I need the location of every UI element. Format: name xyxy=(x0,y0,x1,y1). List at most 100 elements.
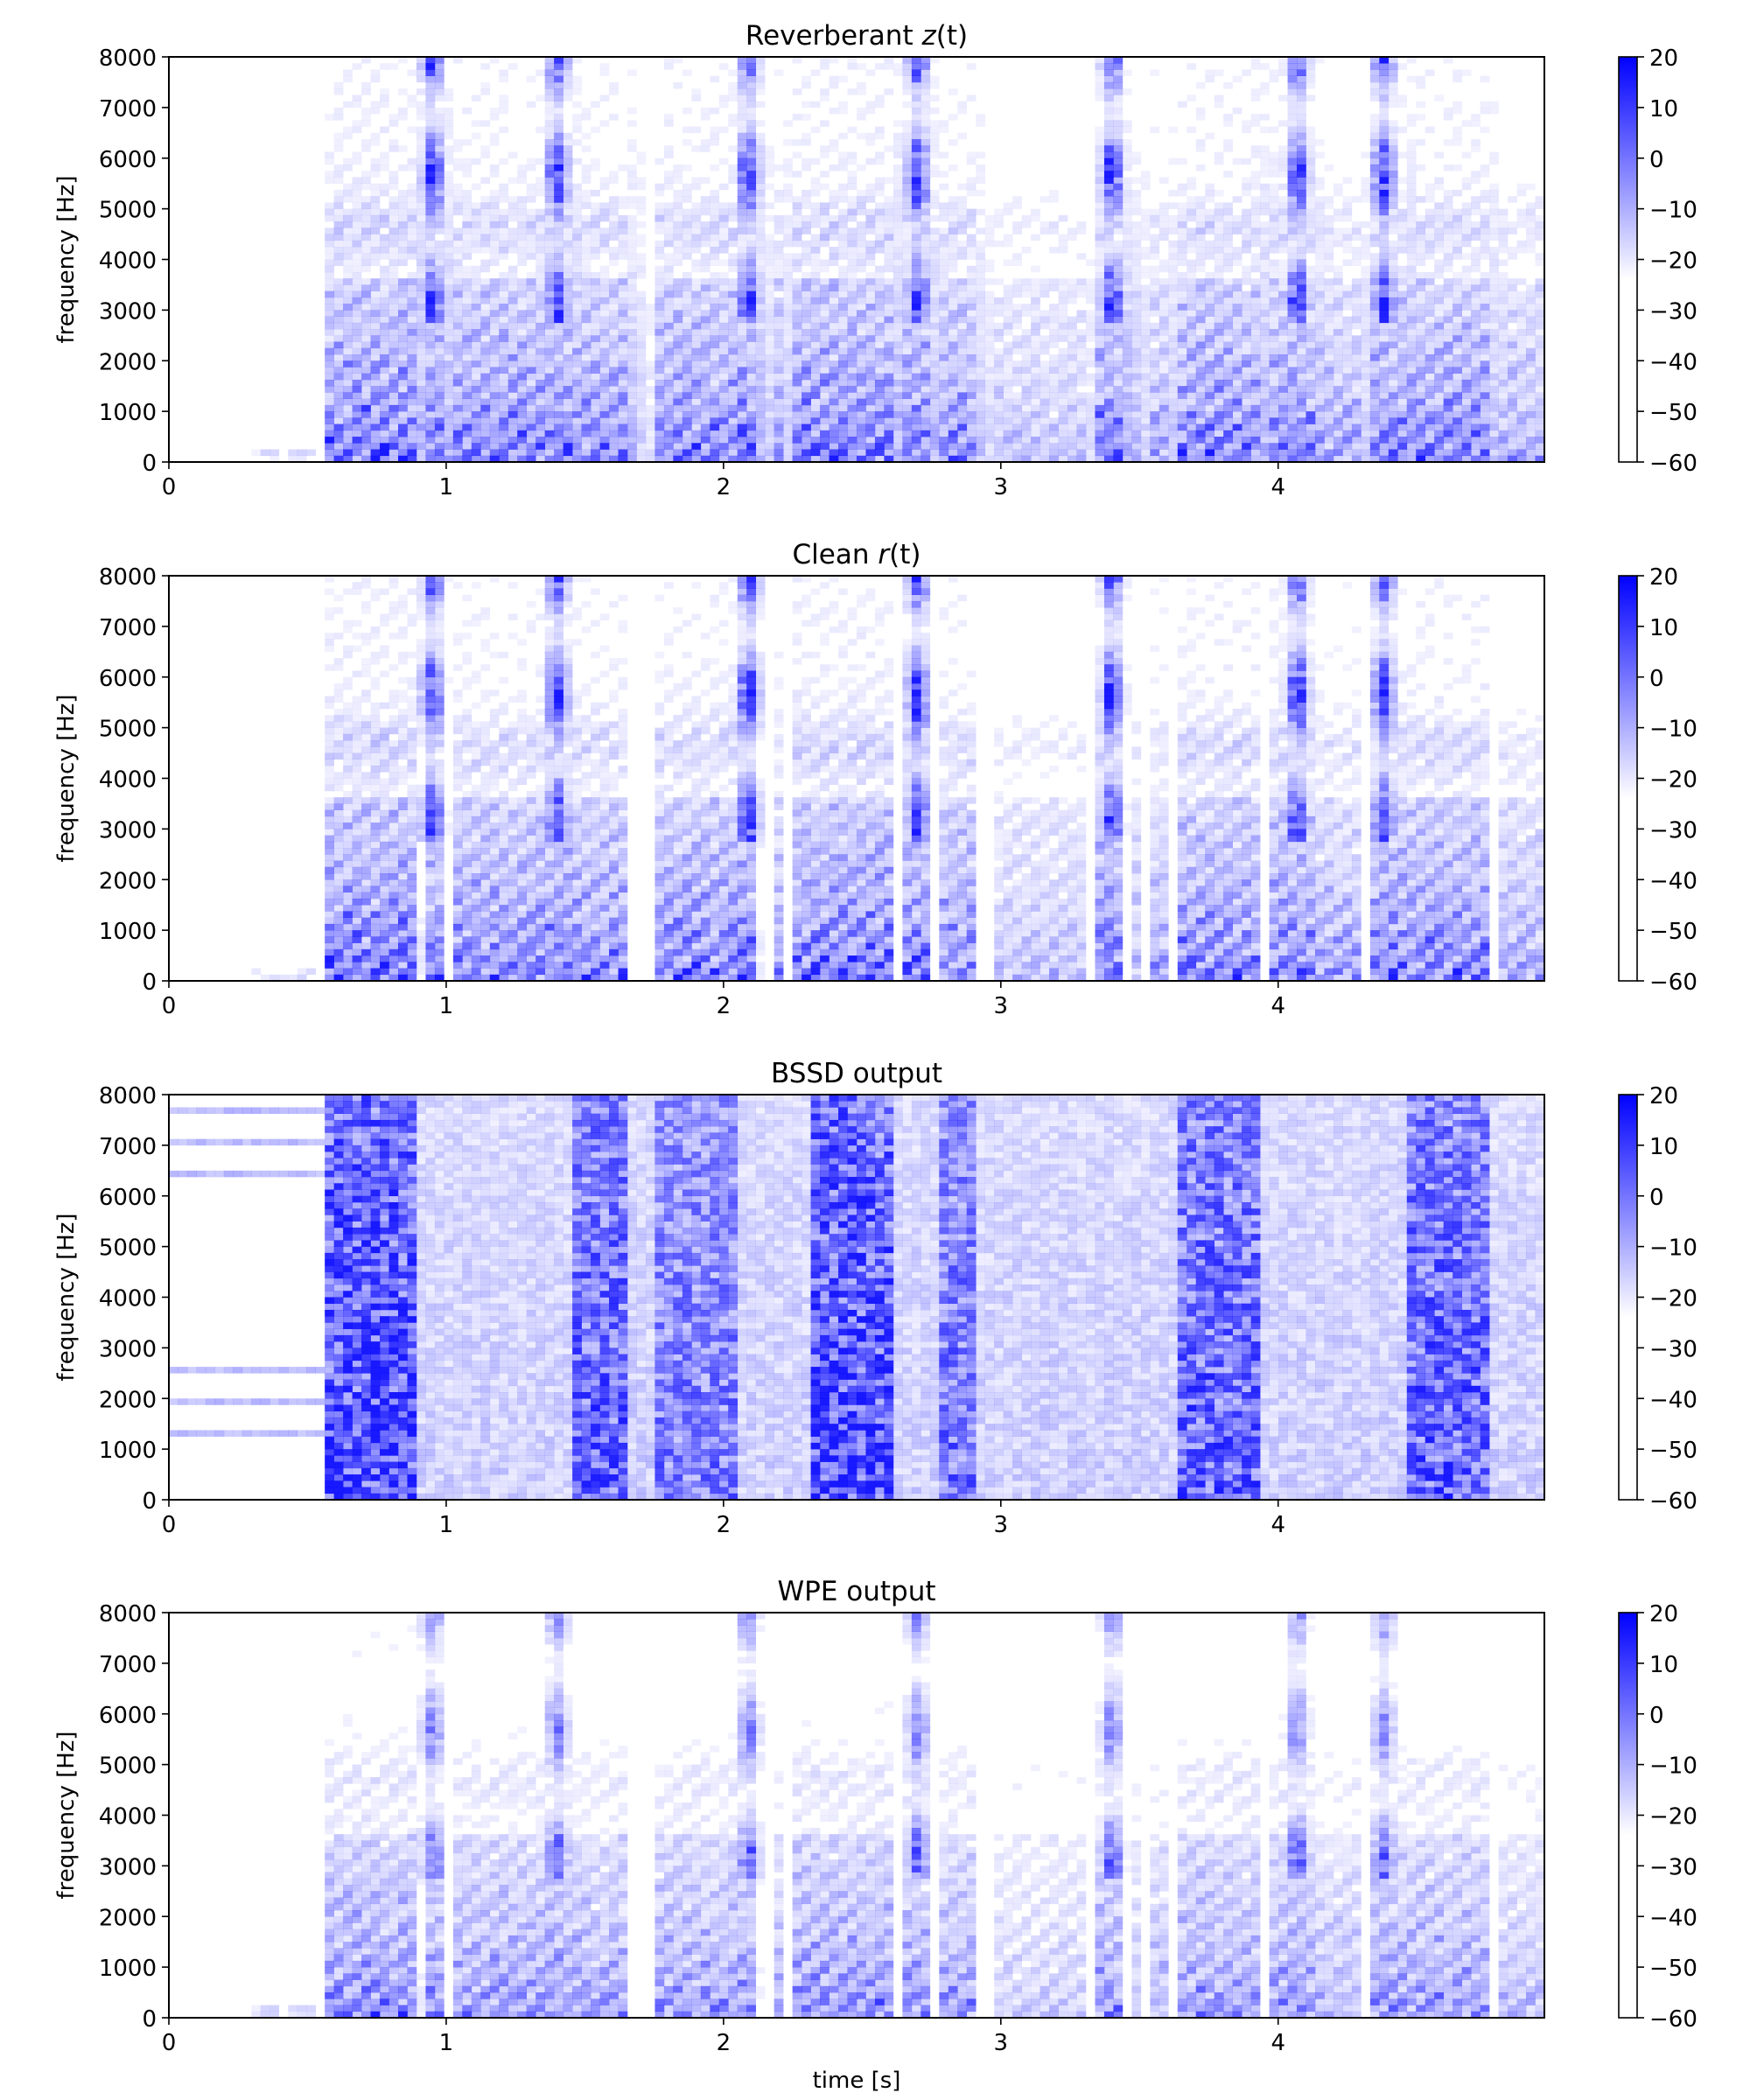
spectrogram-cell xyxy=(1095,164,1104,172)
spectrogram-cell xyxy=(756,348,766,355)
spectrogram-cell xyxy=(325,430,334,438)
spectrogram-cell xyxy=(398,380,408,387)
spectrogram-cell xyxy=(517,323,527,330)
spectrogram-cell xyxy=(646,386,655,393)
spectrogram-cell xyxy=(701,348,710,355)
spectrogram-cell xyxy=(746,102,756,108)
spectrogram-cell xyxy=(472,405,481,412)
spectrogram-cell xyxy=(802,241,811,248)
spectrogram-cell xyxy=(325,386,334,393)
spectrogram-cell xyxy=(1095,57,1104,64)
spectrogram-cell xyxy=(893,405,903,412)
spectrogram-cell xyxy=(453,450,463,457)
spectrogram-cell xyxy=(985,354,995,361)
spectrogram-cell xyxy=(967,367,976,374)
spectrogram-cell xyxy=(857,291,866,298)
spectrogram-cell xyxy=(1150,430,1159,438)
spectrogram-cell xyxy=(830,284,839,291)
spectrogram-cell xyxy=(499,367,508,374)
spectrogram-cell xyxy=(719,247,729,254)
spectrogram-cell xyxy=(416,354,426,361)
spectrogram-cell xyxy=(1141,234,1151,242)
spectrogram-cell xyxy=(444,342,453,349)
spectrogram-cell xyxy=(1104,291,1114,298)
spectrogram-cell xyxy=(930,405,940,412)
spectrogram-cell xyxy=(564,367,573,374)
spectrogram-cell xyxy=(636,158,646,165)
spectrogram-cell xyxy=(1131,374,1141,381)
spectrogram-cell xyxy=(1049,221,1059,228)
spectrogram-cell xyxy=(435,310,444,317)
spectrogram-cell xyxy=(738,399,747,406)
spectrogram-cell xyxy=(1113,171,1123,178)
spectrogram-cell xyxy=(1104,424,1114,431)
spectrogram-cell xyxy=(1186,284,1196,291)
spectrogram-cell xyxy=(490,437,500,444)
spectrogram-cell xyxy=(1278,120,1288,127)
spectrogram-cell xyxy=(1012,417,1022,424)
spectrogram-cell xyxy=(343,430,353,438)
spectrogram-cell xyxy=(976,417,985,424)
spectrogram-cell xyxy=(425,411,435,418)
spectrogram-cell xyxy=(389,386,399,393)
spectrogram-cell xyxy=(802,272,811,279)
spectrogram-cell xyxy=(545,120,555,127)
spectrogram-cell xyxy=(1214,272,1224,279)
spectrogram-cell xyxy=(636,360,646,368)
spectrogram-cell xyxy=(444,417,453,424)
spectrogram-cell xyxy=(957,411,967,418)
spectrogram-cell xyxy=(1159,291,1169,298)
spectrogram-cell xyxy=(435,202,444,209)
spectrogram-cell xyxy=(1270,228,1279,234)
spectrogram-cell xyxy=(472,354,481,361)
spectrogram-cell xyxy=(746,139,756,146)
spectrogram-cell xyxy=(719,202,729,209)
spectrogram-cell xyxy=(1123,405,1132,412)
spectrogram-cell xyxy=(554,177,564,184)
spectrogram-cell xyxy=(1288,184,1298,191)
spectrogram-cell xyxy=(765,304,774,311)
spectrogram-cell xyxy=(527,430,536,438)
spectrogram-cell xyxy=(746,145,756,152)
spectrogram-cell xyxy=(710,253,719,260)
spectrogram-cell xyxy=(1278,94,1288,102)
spectrogram-cell xyxy=(848,127,858,134)
spectrogram-cell xyxy=(857,247,866,254)
spectrogram-cell xyxy=(994,367,1004,374)
spectrogram-cell xyxy=(1113,94,1123,102)
spectrogram-cell xyxy=(1278,228,1288,234)
spectrogram-cell xyxy=(480,367,490,374)
spectrogram-cell xyxy=(902,392,912,399)
spectrogram-cell xyxy=(462,424,472,431)
spectrogram-cell xyxy=(490,247,500,254)
spectrogram-cell xyxy=(398,291,408,298)
spectrogram-cell xyxy=(343,241,353,248)
spectrogram-cell xyxy=(820,304,830,311)
spectrogram-cell xyxy=(1288,108,1298,115)
spectrogram-cell xyxy=(380,386,389,393)
spectrogram-cell xyxy=(1278,266,1288,273)
spectrogram-cell xyxy=(416,298,426,304)
spectrogram-cell xyxy=(627,443,637,450)
spectrogram-cell xyxy=(682,139,692,146)
spectrogram-cell xyxy=(664,177,674,184)
spectrogram-cell xyxy=(490,386,500,393)
spectrogram-cell xyxy=(848,215,858,222)
spectrogram-cell xyxy=(416,133,426,140)
spectrogram-cell xyxy=(728,94,738,102)
spectrogram-cell xyxy=(1113,291,1123,298)
spectrogram-cell xyxy=(389,241,399,248)
spectrogram-cell xyxy=(1049,304,1059,311)
spectrogram-cell xyxy=(1123,177,1132,184)
spectrogram-cell xyxy=(416,247,426,254)
spectrogram-cell xyxy=(865,247,875,254)
spectrogram-cell xyxy=(1196,360,1206,368)
spectrogram-cell xyxy=(691,298,701,304)
spectrogram-cell xyxy=(793,171,802,178)
spectrogram-cell xyxy=(802,335,811,342)
spectrogram-cell xyxy=(480,329,490,336)
spectrogram-cell xyxy=(646,443,655,450)
spectrogram-cell xyxy=(830,374,839,381)
spectrogram-cell xyxy=(609,367,619,374)
spectrogram-cell xyxy=(746,69,756,76)
